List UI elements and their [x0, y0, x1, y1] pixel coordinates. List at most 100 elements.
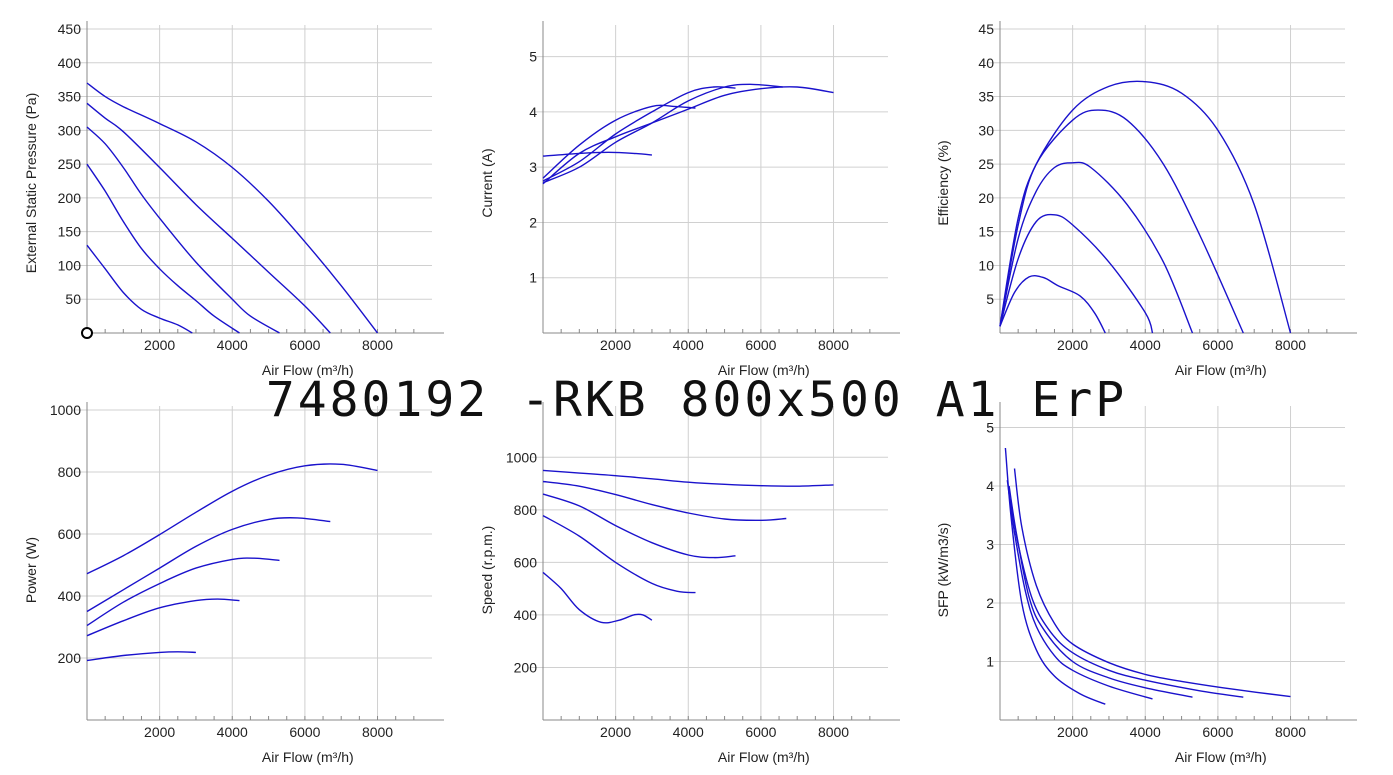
- x-tick-label: 2000: [1057, 337, 1088, 353]
- y-axis-label: Current (A): [479, 148, 495, 217]
- y-axis-label: Power (W): [23, 537, 39, 603]
- origin-marker[interactable]: [81, 327, 93, 339]
- x-axis-label: Air Flow (m³/h): [262, 749, 354, 765]
- series-line-1: [86, 244, 193, 334]
- x-tick-label: 6000: [1202, 724, 1233, 740]
- x-tick-label: 8000: [818, 337, 849, 353]
- y-tick-label: 4: [529, 104, 537, 120]
- y-tick-label: 200: [58, 190, 82, 206]
- chart-speed: 200 400 600 800 1000 2000 4000 6000 8000 Air Flow…: [479, 402, 900, 765]
- y-tick-label: 400: [514, 607, 538, 623]
- y-tick-label: 300: [58, 122, 82, 138]
- x-tick-label: 4000: [673, 724, 704, 740]
- series-line-5: [999, 80, 1292, 334]
- x-axis-label: Air Flow (m³/h): [718, 362, 810, 378]
- y-tick-label: 25: [978, 156, 994, 172]
- y-tick-label: 35: [978, 89, 994, 105]
- series-line-2: [999, 213, 1154, 334]
- series-line-1: [1004, 447, 1106, 705]
- series-line-3: [999, 161, 1194, 334]
- series-line-2: [542, 514, 696, 594]
- y-tick-label: 3: [986, 537, 994, 553]
- y-tick-label: 600: [58, 526, 82, 542]
- x-axis-label: Air Flow (m³/h): [1175, 362, 1267, 378]
- series-line-5: [86, 463, 378, 575]
- y-tick-label: 5: [529, 49, 537, 65]
- series-line-3: [1008, 485, 1193, 698]
- y-tick-label: 15: [978, 224, 994, 240]
- y-tick-label: 800: [514, 502, 538, 518]
- y-tick-label: 250: [58, 156, 82, 172]
- y-tick-label: 400: [58, 55, 82, 71]
- y-axis-label: Speed (r.p.m.): [479, 526, 495, 615]
- y-tick-label: 600: [514, 554, 538, 570]
- chart-power: 200 400 600 800 1000 2000 4000 6000 8000 Air Flow…: [23, 402, 444, 765]
- y-tick-label: 2: [986, 595, 994, 611]
- series-line-1: [999, 274, 1106, 334]
- y-tick-label: 4: [986, 478, 994, 494]
- y-tick-label: 400: [58, 588, 82, 604]
- chart-current: 1 2 3 4 5 2000 4000 6000 8000 Air Flow (m³/h) Curr…: [479, 21, 900, 378]
- x-tick-label: 4000: [217, 337, 248, 353]
- x-tick-label: 2000: [144, 337, 175, 353]
- x-tick-label: 2000: [600, 337, 631, 353]
- chart-efficiency: 5 10 15 20 25 30 35 40 45 2000 4000 6000 8000 Air Flo…: [935, 21, 1357, 378]
- series-line-2: [86, 598, 240, 637]
- y-axis-label: External Static Pressure (Pa): [23, 93, 39, 274]
- y-tick-label: 1: [986, 654, 994, 670]
- series-line-3: [542, 86, 736, 182]
- y-tick-label: 50: [65, 291, 81, 307]
- x-tick-label: 2000: [600, 724, 631, 740]
- series-line-5: [542, 86, 834, 185]
- chart-pressure: 50 100 150 200 250 300 350 400 450 2000 4000 6000 80…: [23, 21, 444, 378]
- x-tick-label: 4000: [673, 337, 704, 353]
- x-tick-label: 2000: [144, 724, 175, 740]
- y-tick-label: 45: [978, 21, 994, 37]
- y-axis-label: SFP (kW/m3/s): [935, 523, 951, 618]
- y-tick-label: 200: [514, 659, 538, 675]
- y-tick-label: 40: [978, 55, 994, 71]
- x-axis-label: Air Flow (m³/h): [262, 362, 354, 378]
- series-line-3: [86, 557, 280, 627]
- x-tick-label: 4000: [217, 724, 248, 740]
- series-line-2: [86, 163, 240, 334]
- y-tick-label: 3: [529, 159, 537, 175]
- series-line-2: [542, 104, 696, 179]
- y-tick-label: 1000: [506, 449, 537, 465]
- y-tick-label: 450: [58, 21, 82, 37]
- series-line-3: [542, 493, 736, 559]
- y-tick-label: 200: [58, 650, 82, 666]
- y-tick-label: 800: [58, 464, 82, 480]
- series-line-5: [86, 82, 379, 334]
- y-tick-label: 350: [58, 89, 82, 105]
- y-axis-label: Efficiency (%): [935, 140, 951, 225]
- x-tick-label: 8000: [1275, 724, 1306, 740]
- y-tick-label: 100: [58, 257, 82, 273]
- series-line-4: [542, 83, 783, 184]
- chart-sfp: 1 2 3 4 5 2000 4000 6000 8000 Air Flow (m³/h) SFP …: [935, 402, 1357, 765]
- x-tick-label: 6000: [1202, 337, 1233, 353]
- series-line-4: [86, 102, 331, 334]
- y-tick-label: 10: [978, 257, 994, 273]
- y-tick-label: 150: [58, 224, 82, 240]
- y-tick-label: 20: [978, 190, 994, 206]
- series-line-4: [86, 516, 331, 613]
- x-tick-label: 4000: [1130, 337, 1161, 353]
- series-line-5: [542, 469, 834, 487]
- x-tick-label: 4000: [1130, 724, 1161, 740]
- x-tick-label: 6000: [289, 337, 320, 353]
- series-line-4: [542, 480, 787, 522]
- x-tick-label: 6000: [289, 724, 320, 740]
- y-tick-label: 30: [978, 122, 994, 138]
- x-tick-label: 8000: [362, 337, 393, 353]
- y-tick-label: 1: [529, 270, 537, 286]
- series-line-2: [1006, 480, 1153, 700]
- series-line-1: [542, 571, 653, 624]
- x-axis-label: Air Flow (m³/h): [718, 749, 810, 765]
- series-line-4: [999, 109, 1244, 334]
- y-tick-label: 5: [986, 420, 994, 436]
- x-axis-label: Air Flow (m³/h): [1175, 749, 1267, 765]
- x-tick-label: 8000: [818, 724, 849, 740]
- y-tick-label: 2: [529, 214, 537, 230]
